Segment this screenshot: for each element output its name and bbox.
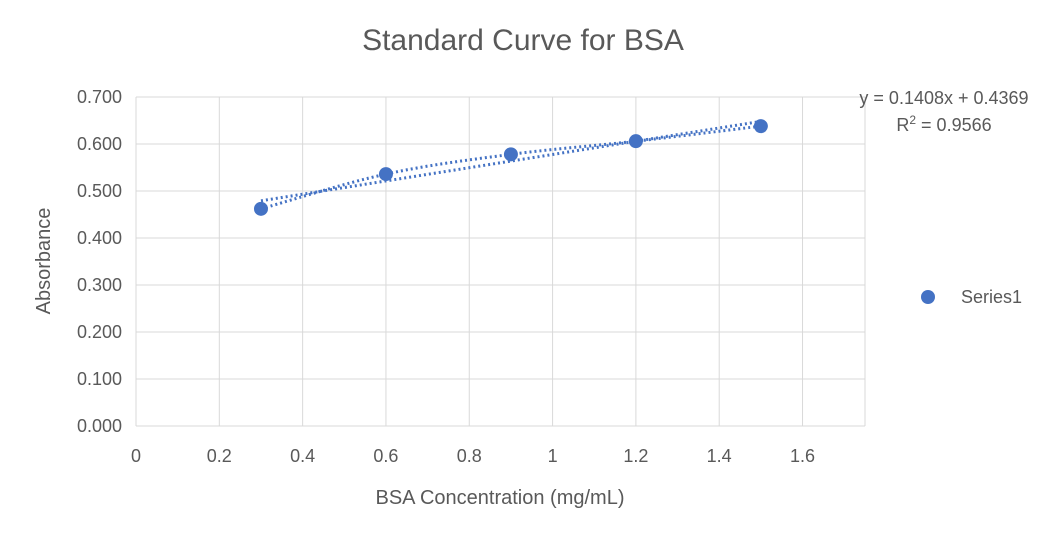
- y-tick-label: 0.700: [77, 87, 122, 107]
- r-squared-symbol: R: [896, 115, 909, 135]
- y-tick-label: 0.400: [77, 228, 122, 248]
- legend-marker: [921, 290, 935, 304]
- r-squared-value: = 0.9566: [916, 115, 992, 135]
- x-tick-label: 1.2: [623, 446, 648, 466]
- y-axis-label: Absorbance: [33, 208, 55, 315]
- r-squared-label: R2 = 0.9566: [896, 113, 991, 135]
- x-tick-label: 0: [131, 446, 141, 466]
- chart-title: Standard Curve for BSA: [362, 24, 684, 57]
- data-point: [503, 147, 518, 162]
- r-squared-superscript: 2: [909, 113, 916, 127]
- x-tick-label: 1.4: [707, 446, 732, 466]
- data-point: [253, 201, 268, 216]
- linear-trendline: [260, 119, 762, 203]
- y-tick-labels: 0.000 0.100 0.200 0.300 0.400 0.500 0.600 0.700: [77, 87, 122, 436]
- x-tick-label: 0.8: [457, 446, 482, 466]
- x-tick-label: 1: [548, 446, 558, 466]
- y-tick-label: 0.100: [77, 369, 122, 389]
- x-axis-label: BSA Concentration (mg/mL): [376, 487, 625, 509]
- data-points: [253, 119, 768, 216]
- x-tick-label: 0.4: [290, 446, 315, 466]
- y-tick-label: 0.300: [77, 275, 122, 295]
- y-tick-label: 0.000: [77, 416, 122, 436]
- data-point: [378, 167, 393, 182]
- y-tick-label: 0.600: [77, 134, 122, 154]
- legend: Series1: [921, 287, 1022, 307]
- gridlines: [135, 96, 866, 427]
- legend-label-series1: Series1: [961, 287, 1022, 307]
- data-point: [628, 134, 643, 149]
- x-tick-labels: 0 0.2 0.4 0.6 0.8 1 1.2 1.4 1.6: [131, 446, 815, 466]
- trendlines: [260, 119, 762, 211]
- polynomial-trendline: [260, 124, 762, 211]
- x-tick-label: 0.2: [207, 446, 232, 466]
- trendline-equation: y = 0.1408x + 0.4369 R2 = 0.9566: [859, 88, 1028, 135]
- data-point: [753, 119, 768, 134]
- x-tick-label: 0.6: [373, 446, 398, 466]
- y-tick-label: 0.200: [77, 322, 122, 342]
- equation-label: y = 0.1408x + 0.4369: [859, 88, 1028, 108]
- x-tick-label: 1.6: [790, 446, 815, 466]
- y-tick-label: 0.500: [77, 181, 122, 201]
